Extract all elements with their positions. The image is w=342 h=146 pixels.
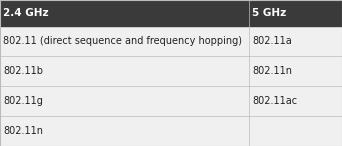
Text: 802.11b: 802.11b [3, 66, 43, 76]
Bar [0, 26, 342, 56]
Text: 2.4 GHz: 2.4 GHz [3, 8, 49, 18]
Text: 5 GHz: 5 GHz [252, 8, 286, 18]
Text: 802.11ac: 802.11ac [252, 96, 297, 106]
Bar [0, 56, 342, 86]
Text: 802.11n: 802.11n [252, 66, 292, 76]
Text: 802.11n: 802.11n [3, 126, 43, 136]
Text: 802.11 (direct sequence and frequency hopping): 802.11 (direct sequence and frequency ho… [3, 36, 242, 46]
Text: 802.11a: 802.11a [252, 36, 292, 46]
Bar [0, 0, 342, 26]
Text: 802.11g: 802.11g [3, 96, 43, 106]
Bar [0, 86, 342, 116]
Bar [0, 116, 342, 146]
